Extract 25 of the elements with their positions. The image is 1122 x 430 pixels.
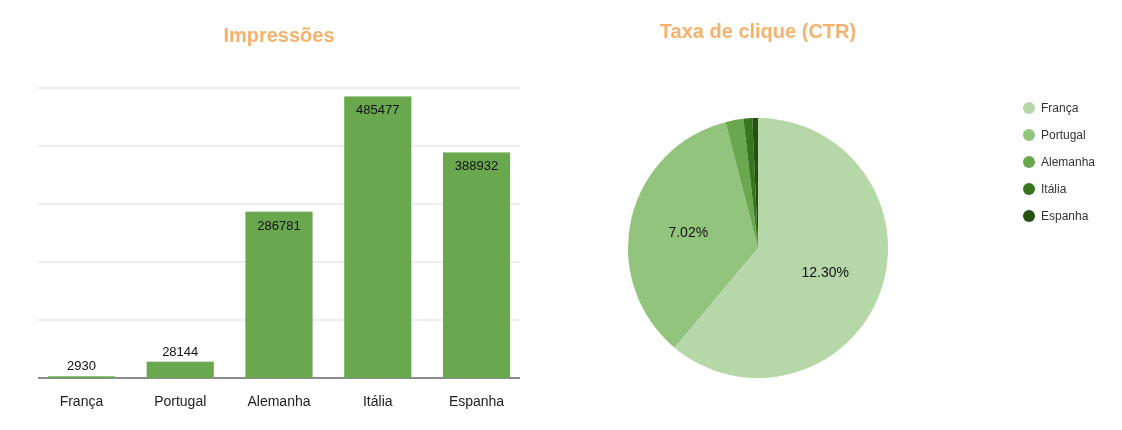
bar: [344, 96, 412, 378]
x-tick-label: Portugal: [154, 393, 207, 409]
data-label: 485477: [356, 102, 400, 118]
chart-title: Taxa de clique (CTR): [659, 20, 857, 42]
x-tick-label: Alemanha: [247, 393, 311, 409]
bar: [442, 152, 511, 378]
data-label: 28144: [162, 343, 199, 359]
pie-slice: [628, 122, 758, 348]
data-label: 388932: [454, 158, 499, 174]
pie-slice: [725, 118, 758, 248]
data-label: 2930: [67, 358, 96, 374]
x-tick-label: Itália: [362, 393, 393, 409]
data-label: 286781: [257, 217, 301, 233]
data-label: 7.02%: [668, 224, 709, 241]
bar: [146, 361, 214, 378]
chart-title: Impressões: [223, 24, 335, 46]
legend-label: Alemanha: [1041, 155, 1096, 169]
data-label: 12.30%: [801, 264, 849, 281]
legend-label: Espanha: [1041, 209, 1089, 223]
legend-label: Itália: [1041, 182, 1067, 196]
bar: [245, 211, 313, 378]
x-tick-label: França: [59, 393, 104, 409]
legend-label: França: [1041, 101, 1079, 115]
x-tick-label: Espanha: [448, 393, 505, 409]
legend-label: Portugal: [1041, 128, 1086, 142]
